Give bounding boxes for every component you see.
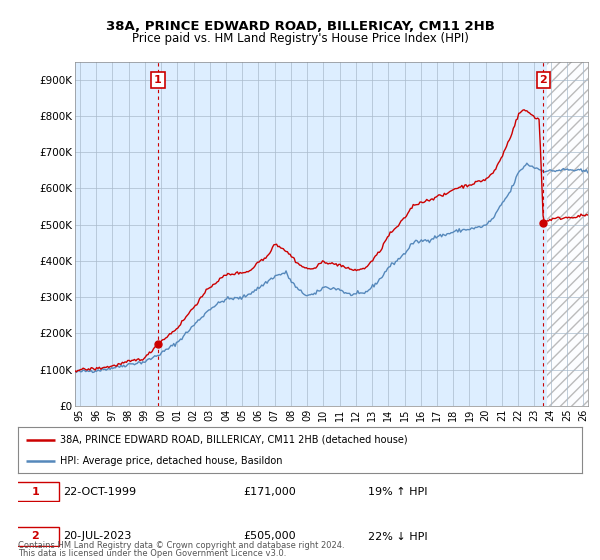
- Text: 22-OCT-1999: 22-OCT-1999: [63, 487, 136, 497]
- Text: 19% ↑ HPI: 19% ↑ HPI: [368, 487, 427, 497]
- Bar: [547, 62, 600, 406]
- Text: This data is licensed under the Open Government Licence v3.0.: This data is licensed under the Open Gov…: [18, 549, 286, 558]
- Text: 22% ↓ HPI: 22% ↓ HPI: [368, 531, 427, 542]
- Text: 1: 1: [154, 74, 162, 85]
- Text: 20-JUL-2023: 20-JUL-2023: [63, 531, 131, 542]
- Text: 2: 2: [32, 531, 40, 542]
- Text: Price paid vs. HM Land Registry's House Price Index (HPI): Price paid vs. HM Land Registry's House …: [131, 32, 469, 45]
- Text: HPI: Average price, detached house, Basildon: HPI: Average price, detached house, Basi…: [60, 456, 283, 466]
- FancyBboxPatch shape: [13, 482, 59, 501]
- Text: £505,000: £505,000: [244, 531, 296, 542]
- Text: 38A, PRINCE EDWARD ROAD, BILLERICAY, CM11 2HB (detached house): 38A, PRINCE EDWARD ROAD, BILLERICAY, CM1…: [60, 435, 408, 445]
- Text: 38A, PRINCE EDWARD ROAD, BILLERICAY, CM11 2HB: 38A, PRINCE EDWARD ROAD, BILLERICAY, CM1…: [106, 20, 494, 32]
- Text: Contains HM Land Registry data © Crown copyright and database right 2024.: Contains HM Land Registry data © Crown c…: [18, 541, 344, 550]
- FancyBboxPatch shape: [13, 527, 59, 546]
- Text: 2: 2: [539, 74, 547, 85]
- Text: £171,000: £171,000: [244, 487, 296, 497]
- Text: 1: 1: [32, 487, 40, 497]
- Bar: [547, 62, 600, 406]
